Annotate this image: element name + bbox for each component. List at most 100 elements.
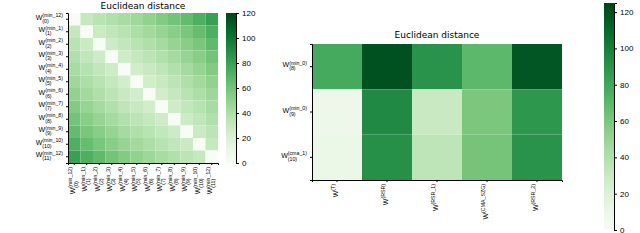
heatmap-cell bbox=[131, 26, 144, 39]
tick-label: W(min_3)(3) bbox=[105, 167, 117, 192]
tick-mark bbox=[66, 19, 68, 20]
tick-mark bbox=[66, 119, 68, 120]
heatmap-cell bbox=[143, 151, 156, 164]
tick: W(CMA_SZG) bbox=[480, 180, 489, 219]
heatmap-cell bbox=[68, 26, 81, 39]
heatmap-cell bbox=[412, 44, 462, 89]
heatmap-cell bbox=[206, 101, 219, 114]
heatmap-cell bbox=[168, 113, 181, 126]
tick-label: 20 bbox=[242, 134, 251, 143]
heatmap-cell bbox=[106, 113, 119, 126]
y-axis: W(min_12)(0)W(min_1)(1)W(min_2)(2) W(min_… bbox=[36, 12, 69, 163]
tick-label: 60 bbox=[620, 117, 629, 126]
tick-label: W(min_6)(6) bbox=[39, 87, 64, 99]
heatmap-cell bbox=[81, 13, 94, 26]
heatmap-cell bbox=[106, 126, 119, 139]
tick-label: W(min_12)(0) bbox=[36, 12, 64, 24]
tick: 20 bbox=[614, 190, 629, 199]
colorbar bbox=[604, 3, 614, 230]
tick-label: W(min_7)(7) bbox=[39, 100, 64, 112]
heatmap-cell bbox=[181, 138, 194, 151]
tick-mark bbox=[310, 157, 312, 158]
heatmap-cell bbox=[81, 101, 94, 114]
heatmap-cell bbox=[118, 113, 131, 126]
heatmap-cell bbox=[143, 126, 156, 139]
tick-label: W(min_9)(9) bbox=[180, 167, 192, 192]
heatmap-cell bbox=[193, 113, 206, 126]
tick-mark bbox=[66, 81, 68, 82]
tick: W(min_2)(2) bbox=[39, 37, 68, 49]
tick-mark bbox=[136, 163, 137, 165]
tick: W(cma_1)(10) bbox=[281, 150, 312, 162]
heatmap-cell bbox=[168, 51, 181, 64]
label-sub: (5) bbox=[45, 80, 52, 86]
heatmap-cell bbox=[512, 44, 562, 89]
tick-label: W(min_8)(8) bbox=[167, 167, 179, 192]
tick-label: W(min_12)(11) bbox=[205, 167, 217, 195]
tick: W(min_0)(8) bbox=[283, 60, 312, 72]
heatmap-cell bbox=[206, 51, 219, 64]
axis-line bbox=[69, 164, 219, 166]
tick-mark bbox=[310, 66, 312, 67]
heatmap-cell bbox=[181, 151, 194, 164]
tick: W(min_10)(10) bbox=[36, 137, 68, 149]
heatmap-cell bbox=[93, 63, 106, 76]
label-sup: (CMA_SZG) bbox=[480, 184, 486, 213]
tick: W(min_12)(11) bbox=[36, 150, 68, 162]
cells bbox=[312, 44, 562, 180]
tick-mark bbox=[66, 94, 68, 95]
tick-label: W(CMA_SZG) bbox=[480, 184, 489, 220]
tick-mark bbox=[124, 163, 125, 165]
heatmap-cell bbox=[193, 38, 206, 51]
tick-label: W(min_8)(8) bbox=[39, 112, 64, 124]
tick-label: W(min_0)(9) bbox=[283, 105, 308, 117]
heatmap-cell bbox=[93, 13, 106, 26]
tick-mark bbox=[310, 112, 312, 113]
tick-mark bbox=[211, 163, 212, 165]
tick: W(min_1)(1) bbox=[80, 163, 92, 191]
tick: 0 bbox=[236, 159, 247, 168]
heatmap-cell bbox=[118, 26, 131, 39]
heatmap-cell bbox=[131, 63, 144, 76]
tick-label: 60 bbox=[242, 84, 251, 93]
tick-label: W(min_2)(2) bbox=[39, 37, 64, 49]
heatmap-cell bbox=[156, 113, 169, 126]
tick-mark bbox=[614, 85, 617, 86]
tick-mark bbox=[74, 163, 75, 165]
heatmap-cell bbox=[181, 101, 194, 114]
heatmap-cell bbox=[81, 63, 94, 76]
label-sub: (0) bbox=[42, 18, 49, 24]
heatmap-cell bbox=[106, 88, 119, 101]
tick-mark bbox=[437, 180, 438, 182]
heatmap-cell bbox=[131, 138, 144, 151]
heatmap-cell bbox=[193, 151, 206, 164]
tick: W(min_12)(0) bbox=[67, 163, 79, 194]
tick-label: W(min_1)(1) bbox=[39, 25, 64, 37]
heatmap-cell bbox=[193, 101, 206, 114]
heatmap-cell bbox=[106, 63, 119, 76]
heatmap-cell bbox=[512, 89, 562, 134]
heatmap-cell bbox=[68, 38, 81, 51]
tick: W(min_8)(8) bbox=[39, 112, 68, 124]
label-sub: (10) bbox=[198, 178, 204, 188]
heatmap-cell bbox=[118, 51, 131, 64]
heatmap-cell bbox=[206, 13, 219, 26]
tick-label: W(min_12)(0) bbox=[67, 167, 79, 195]
heatmap-cell bbox=[143, 63, 156, 76]
heatmap-cell bbox=[156, 26, 169, 39]
tick-mark bbox=[537, 180, 538, 182]
heatmap-cell bbox=[118, 138, 131, 151]
heatmap-cell bbox=[81, 76, 94, 89]
tick-mark bbox=[614, 48, 617, 49]
label-sub: (4) bbox=[123, 178, 129, 185]
label-sub: (1) bbox=[85, 178, 91, 185]
tick: 20 bbox=[236, 134, 251, 143]
tick-label: W(min_4)(4) bbox=[39, 62, 64, 74]
heatmap-cell bbox=[143, 51, 156, 64]
tick-label: W(min_7)(7) bbox=[155, 167, 167, 192]
tick: W(min_12)(0) bbox=[36, 12, 68, 24]
tick: 80 bbox=[236, 59, 251, 68]
tick: 60 bbox=[236, 84, 251, 93]
label-sub: (8) bbox=[289, 65, 296, 71]
heatmap-cell bbox=[156, 101, 169, 114]
